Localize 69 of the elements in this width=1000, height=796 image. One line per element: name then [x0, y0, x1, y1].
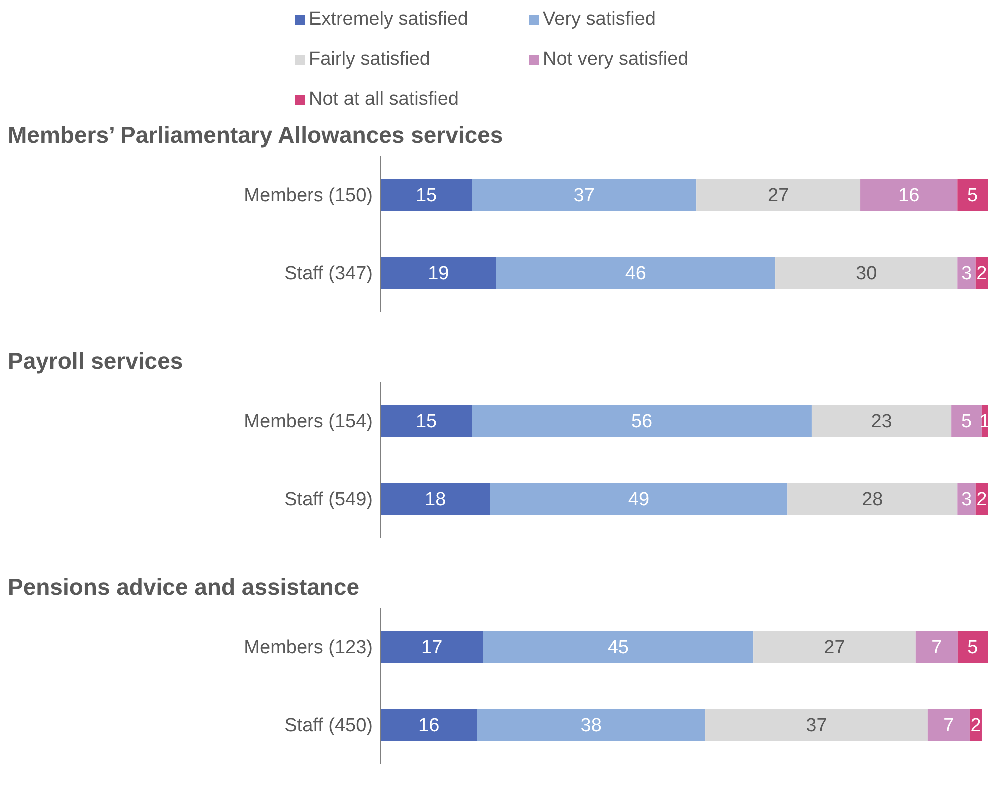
bar — [483, 631, 754, 663]
data-label: 37 — [574, 186, 595, 207]
legend-label: Not at all satisfied — [309, 89, 459, 111]
data-label: 18 — [425, 490, 446, 511]
data-label: 7 — [932, 638, 942, 659]
bar — [381, 179, 472, 211]
data-label: 15 — [416, 186, 438, 207]
data-label: 30 — [856, 264, 878, 285]
bar — [958, 483, 976, 515]
y-tick-label: Staff (450) — [284, 716, 373, 737]
bar — [381, 631, 484, 663]
data-label: 2 — [970, 716, 982, 737]
bar — [812, 405, 952, 437]
bar — [754, 631, 916, 663]
data-label: 45 — [608, 638, 629, 659]
y-tick-label: Staff (549) — [284, 490, 373, 511]
bar — [958, 179, 988, 211]
data-label: 15 — [416, 412, 438, 433]
bar — [381, 709, 478, 741]
bar — [916, 631, 958, 663]
data-label: 46 — [625, 264, 647, 285]
legend-label: Not very satisfied — [543, 49, 689, 71]
bar — [472, 179, 697, 211]
legend-label: Fairly satisfied — [309, 49, 430, 71]
chart-title: Members’ Parliamentary Allowances services — [8, 122, 504, 150]
data-label: 37 — [806, 716, 828, 737]
bar — [928, 709, 970, 741]
y-tick-label: Members (154) — [244, 412, 373, 433]
data-label: 28 — [862, 490, 884, 511]
bar — [381, 483, 490, 515]
bar — [472, 405, 812, 437]
bar — [860, 179, 958, 211]
y-tick-label: Members (123) — [244, 638, 373, 659]
bar — [490, 483, 788, 515]
bar — [952, 405, 982, 437]
data-label: 19 — [428, 264, 450, 285]
data-label: 27 — [768, 186, 790, 207]
bar — [958, 257, 976, 289]
bar — [381, 257, 496, 289]
data-label: 5 — [968, 186, 978, 207]
legend-label: Extremely satisfied — [309, 9, 468, 31]
data-label: 5 — [961, 412, 972, 433]
data-label: 3 — [961, 490, 972, 511]
bar — [696, 179, 861, 211]
data-label: 5 — [968, 638, 978, 659]
data-label: 23 — [871, 412, 892, 433]
bar — [706, 709, 928, 741]
data-label: 49 — [628, 490, 650, 511]
bar — [477, 709, 706, 741]
bar — [381, 405, 472, 437]
data-label: 2 — [976, 264, 988, 285]
legend-label: Very satisfied — [543, 9, 656, 31]
data-label: 7 — [944, 716, 954, 737]
data-label: 27 — [824, 638, 846, 659]
bar — [496, 257, 776, 289]
y-tick-label: Members (150) — [244, 186, 373, 207]
data-label: 17 — [422, 638, 443, 659]
text: Pensions advice and assistance — [8, 574, 361, 602]
text: Payroll services — [8, 348, 184, 376]
bar — [958, 631, 988, 663]
data-label: 3 — [961, 264, 972, 285]
y-tick-label: Staff (347) — [284, 264, 373, 285]
data-label: 2 — [976, 490, 988, 511]
data-label: 38 — [580, 716, 602, 737]
data-label: 56 — [631, 412, 653, 433]
data-label: 16 — [898, 186, 920, 207]
bar — [788, 483, 958, 515]
bar — [776, 257, 958, 289]
data-label: 16 — [418, 716, 440, 737]
